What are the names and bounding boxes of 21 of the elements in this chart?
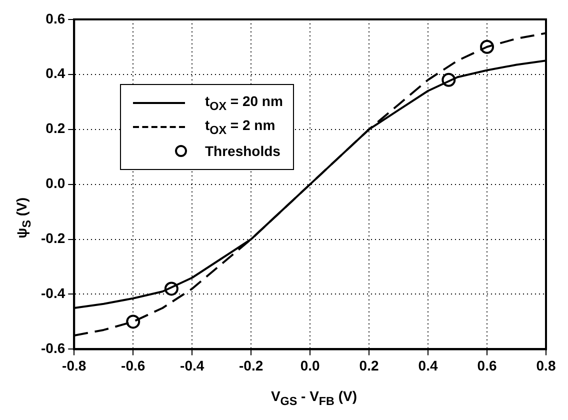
y-tick-label: -0.2 (41, 230, 66, 246)
legend-label: t$_{OX}$ = 20 nm (205, 93, 283, 113)
x-tick-label: 0.6 (477, 357, 497, 374)
x-axis-title: V$_{GS}$ - V$_{FB}$ (V) (270, 388, 358, 408)
y-tick-label: 0.0 (46, 175, 66, 192)
point (126, 314, 140, 329)
x-tick-label: -0.2 (239, 357, 264, 374)
y-tick-label: -0.6 (41, 340, 66, 356)
legend-label: t$_{OX}$ = 2 nm (205, 117, 276, 137)
x-tick-label: 0.0 (300, 357, 320, 374)
y-tick-label: 0.2 (46, 120, 66, 136)
x-tick-label: -0.4 (180, 357, 204, 374)
y-tick-label: -0.4 (41, 285, 66, 302)
y-tick-label: 0.6 (46, 10, 66, 26)
x-tick-label: -0.8 (62, 357, 86, 374)
x-tick-label: 0.4 (418, 357, 438, 374)
x-tick-label: 0.8 (536, 357, 556, 374)
y-tick-label: 0.4 (46, 65, 66, 82)
legend-label: Thresholds (205, 143, 280, 159)
x-tick-label: 0.2 (359, 357, 379, 374)
x-tick-label: -0.6 (121, 357, 146, 374)
